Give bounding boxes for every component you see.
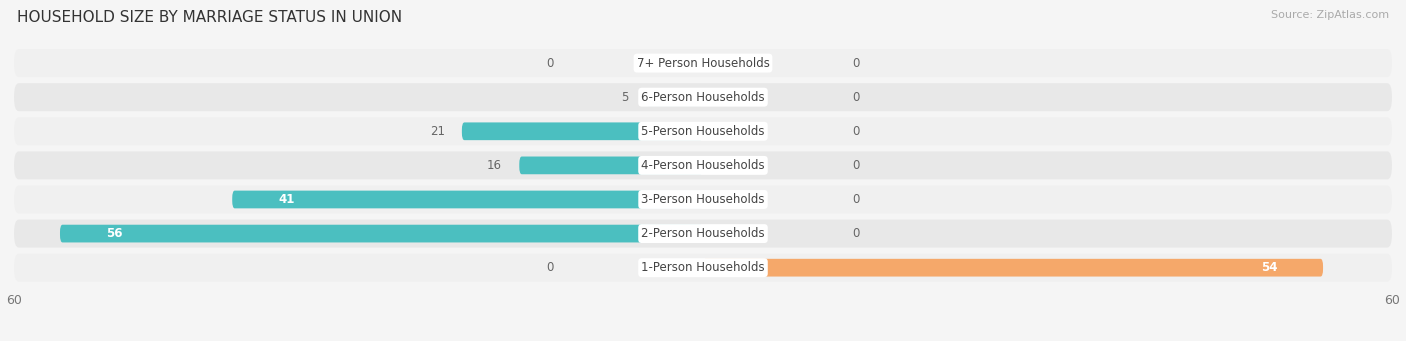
Text: 54: 54: [1261, 261, 1277, 274]
Text: 7+ Person Households: 7+ Person Households: [637, 57, 769, 70]
Text: 5-Person Households: 5-Person Households: [641, 125, 765, 138]
Text: 0: 0: [852, 159, 859, 172]
Text: 0: 0: [852, 193, 859, 206]
FancyBboxPatch shape: [60, 225, 703, 242]
Text: 0: 0: [547, 57, 554, 70]
FancyBboxPatch shape: [14, 220, 1392, 248]
Text: 0: 0: [852, 125, 859, 138]
Text: HOUSEHOLD SIZE BY MARRIAGE STATUS IN UNION: HOUSEHOLD SIZE BY MARRIAGE STATUS IN UNI…: [17, 10, 402, 25]
FancyBboxPatch shape: [14, 254, 1392, 282]
FancyBboxPatch shape: [14, 49, 1392, 77]
Text: Source: ZipAtlas.com: Source: ZipAtlas.com: [1271, 10, 1389, 20]
Text: 0: 0: [852, 227, 859, 240]
Text: 5: 5: [621, 91, 628, 104]
FancyBboxPatch shape: [14, 186, 1392, 213]
FancyBboxPatch shape: [461, 122, 703, 140]
FancyBboxPatch shape: [703, 259, 1323, 277]
FancyBboxPatch shape: [232, 191, 703, 208]
Text: 2-Person Households: 2-Person Households: [641, 227, 765, 240]
Text: 1-Person Households: 1-Person Households: [641, 261, 765, 274]
Text: 0: 0: [547, 261, 554, 274]
Text: 6-Person Households: 6-Person Households: [641, 91, 765, 104]
Text: 41: 41: [278, 193, 294, 206]
FancyBboxPatch shape: [645, 88, 703, 106]
FancyBboxPatch shape: [14, 117, 1392, 145]
Text: 16: 16: [486, 159, 502, 172]
Text: 0: 0: [852, 57, 859, 70]
FancyBboxPatch shape: [14, 151, 1392, 179]
Text: 21: 21: [430, 125, 444, 138]
FancyBboxPatch shape: [14, 83, 1392, 111]
Text: 56: 56: [105, 227, 122, 240]
Text: 4-Person Households: 4-Person Households: [641, 159, 765, 172]
FancyBboxPatch shape: [519, 157, 703, 174]
Text: 0: 0: [852, 91, 859, 104]
Text: 3-Person Households: 3-Person Households: [641, 193, 765, 206]
